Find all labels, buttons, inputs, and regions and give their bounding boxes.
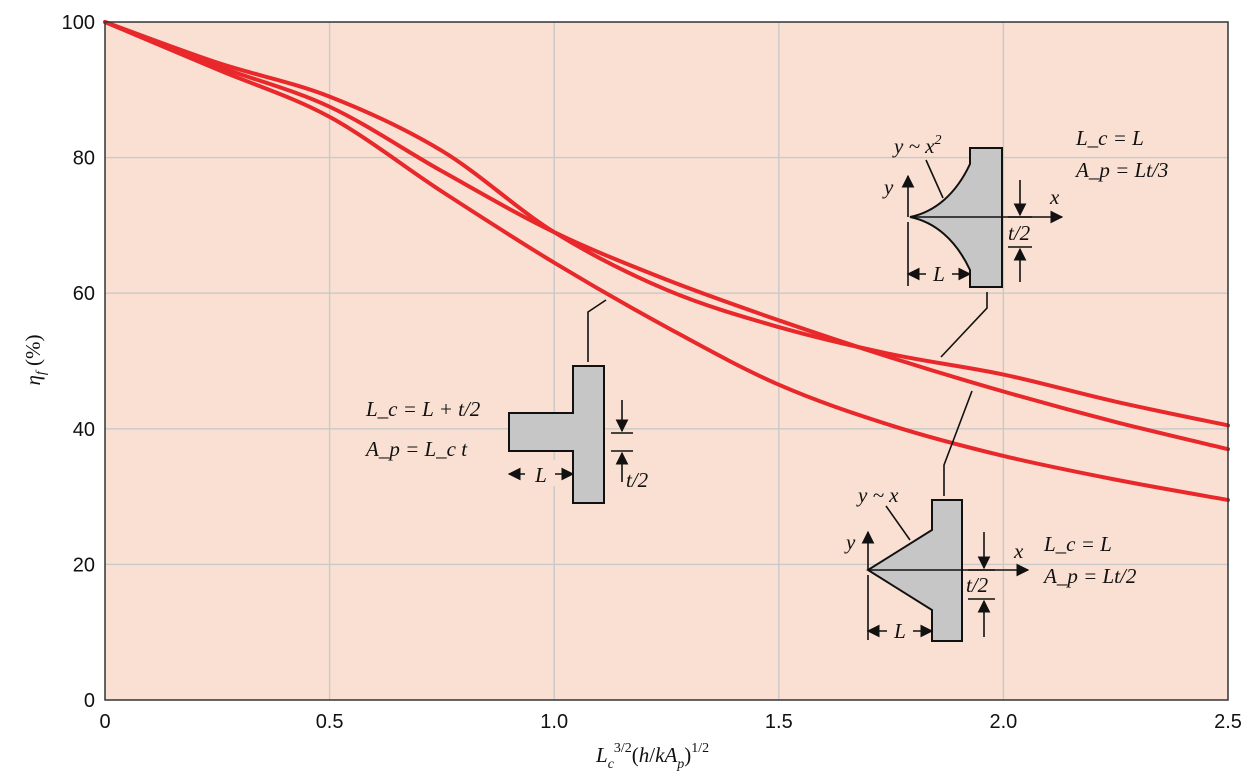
parabolic-thickness-label: t/2 bbox=[1008, 221, 1031, 245]
triangular-length-label: L bbox=[893, 619, 906, 643]
triangular-thickness-label: t/2 bbox=[966, 573, 989, 597]
y-tick-label: 60 bbox=[73, 283, 95, 305]
x-tick-label: 2.5 bbox=[1214, 711, 1242, 733]
plot-area bbox=[105, 22, 1228, 700]
y-tick-label: 80 bbox=[73, 148, 95, 170]
y-tick-label: 100 bbox=[62, 12, 95, 34]
y-axis-label: ηf (%) bbox=[21, 334, 49, 385]
y-tick-label: 20 bbox=[73, 554, 95, 576]
x-tick-label: 1.0 bbox=[540, 711, 568, 733]
triangular-ap-formula: A_p = Lt/2 bbox=[1042, 564, 1137, 588]
rect-lc-formula: L_c = L + t/2 bbox=[365, 397, 481, 421]
parabolic-lc-formula: L_c = L bbox=[1075, 126, 1144, 150]
x-axis-label: Lc3/2(h/kAp)1/2 bbox=[595, 741, 709, 772]
y-tick-label: 40 bbox=[73, 419, 95, 441]
length-label: L bbox=[534, 463, 547, 487]
triangular-lc-formula: L_c = L bbox=[1043, 532, 1112, 556]
triangular-y-axis-label: y bbox=[844, 530, 856, 554]
x-tick-label: 2.0 bbox=[989, 711, 1017, 733]
triangular-profile-label: y ~ x bbox=[856, 483, 899, 507]
rect-ap-formula: A_p = L_c t bbox=[364, 437, 468, 461]
x-tick-label: 0.5 bbox=[316, 711, 344, 733]
x-tick-label: 0 bbox=[99, 711, 110, 733]
triangular-x-axis-label: x bbox=[1013, 539, 1024, 563]
parabolic-length-label: L bbox=[932, 262, 945, 286]
parabolic-x-axis-label: x bbox=[1049, 185, 1060, 209]
parabolic-ap-formula: A_p = Lt/3 bbox=[1074, 158, 1168, 182]
thickness-label: t/2 bbox=[626, 468, 649, 492]
x-tick-label: 1.5 bbox=[765, 711, 793, 733]
parabolic-profile-label: y ~ x2 bbox=[892, 133, 942, 158]
y-tick-label: 0 bbox=[84, 690, 95, 712]
parabolic-y-axis-label: y bbox=[882, 175, 894, 199]
